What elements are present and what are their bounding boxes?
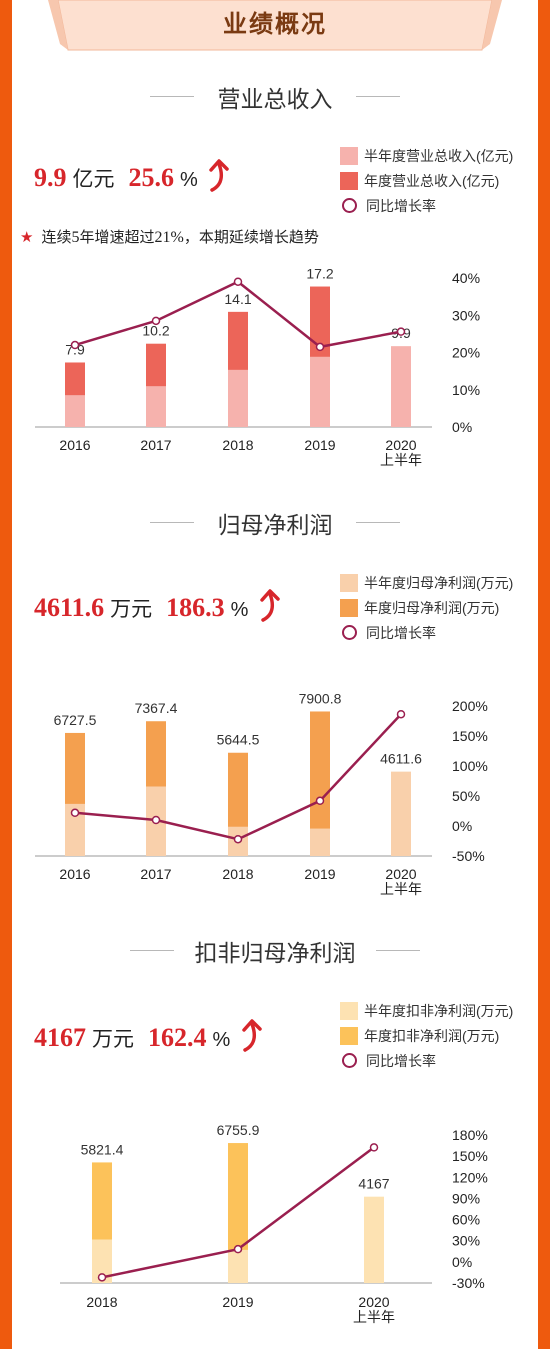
legend-label: 半年度扣非净利润(万元) (364, 1003, 514, 1019)
title-rule-right (356, 96, 400, 97)
legend-label: 半年度营业总收入(亿元) (364, 148, 514, 164)
revenue-unit: 亿元 (72, 168, 115, 191)
note-number: 21% (154, 229, 184, 246)
legend-label: 半年度归母净利润(万元) (364, 575, 514, 591)
legend-swatch (340, 1002, 358, 1020)
net-profit-unit: 万元 (110, 598, 153, 621)
deducted-profit-growth: 162.4 (148, 1023, 207, 1052)
legend-label: 同比增长率 (366, 625, 436, 641)
legend-line-marker (342, 198, 357, 213)
net-profit-growth: 186.3 (166, 593, 225, 622)
legend-item: 半年度营业总收入(亿元) (340, 144, 513, 169)
legend-item: 同比增长率 (340, 1049, 513, 1074)
legend-line-marker (342, 1053, 357, 1068)
deducted-profit-headline: 4167 万元 162.4% (34, 1018, 263, 1053)
legend-item: 同比增长率 (340, 194, 513, 219)
net-profit-headline: 4611.6 万元 186.3% (34, 588, 281, 623)
banner-title: 业绩概况 (223, 11, 327, 38)
up-arrow-icon (242, 1019, 262, 1052)
net-profit-pct-sign: % (230, 599, 249, 621)
legend-item: 年度扣非净利润(万元) (340, 1024, 513, 1049)
revenue-legend: 半年度营业总收入(亿元) 年度营业总收入(亿元) 同比增长率 (340, 144, 513, 219)
revenue-headline: 9.9 亿元 25.6% (34, 158, 230, 193)
banner-ribbon (48, 0, 502, 51)
note-text: ，本期延续增长趋势 (183, 229, 319, 246)
content-panel (12, 0, 538, 1349)
legend-item: 同比增长率 (340, 621, 513, 646)
revenue-value: 9.9 (34, 163, 67, 192)
title-rule-left (130, 950, 174, 951)
note-text: 年增速超过 (79, 229, 155, 246)
section-title-net-profit: 归母净利润 (217, 512, 333, 538)
section-title-revenue: 营业总收入 (217, 86, 333, 112)
title-rule-right (356, 522, 400, 523)
note-number: 5 (71, 229, 80, 246)
legend-item: 年度营业总收入(亿元) (340, 169, 513, 194)
star-icon: ★ (20, 229, 34, 246)
legend-swatch (340, 599, 358, 617)
legend-swatch (340, 1027, 358, 1045)
legend-label: 同比增长率 (366, 198, 436, 214)
note-text: 连续 (41, 229, 72, 246)
legend-item: 半年度归母净利润(万元) (340, 571, 513, 596)
legend-label: 同比增长率 (366, 1053, 436, 1069)
legend-item: 半年度扣非净利润(万元) (340, 999, 513, 1024)
legend-label: 年度营业总收入(亿元) (364, 173, 500, 189)
up-arrow-icon (260, 589, 280, 622)
legend-swatch (340, 172, 358, 190)
revenue-growth: 25.6 (128, 163, 175, 192)
deducted-profit-pct-sign: % (212, 1029, 231, 1051)
section-title-deducted-profit: 扣非归母净利润 (194, 940, 356, 966)
legend-swatch (340, 147, 358, 165)
legend-item: 年度归母净利润(万元) (340, 596, 513, 621)
net-profit-legend: 半年度归母净利润(万元) 年度归母净利润(万元) 同比增长率 (340, 571, 513, 646)
deducted-profit-unit: 万元 (92, 1028, 134, 1051)
revenue-note: ★ 连续5年增速超过21%，本期延续增长趋势 (20, 226, 319, 247)
legend-swatch (340, 574, 358, 592)
deducted-profit-value: 4167 (34, 1023, 86, 1052)
net-profit-value: 4611.6 (34, 593, 105, 622)
title-rule-left (150, 96, 194, 97)
title-rule-left (150, 522, 194, 523)
legend-label: 年度归母净利润(万元) (364, 600, 500, 616)
up-arrow-icon (209, 159, 230, 192)
title-rule-right (376, 950, 420, 951)
legend-line-marker (342, 625, 357, 640)
deducted-profit-legend: 半年度扣非净利润(万元) 年度扣非净利润(万元) 同比增长率 (340, 999, 513, 1074)
revenue-pct-sign: % (180, 169, 198, 191)
legend-label: 年度扣非净利润(万元) (364, 1028, 500, 1044)
